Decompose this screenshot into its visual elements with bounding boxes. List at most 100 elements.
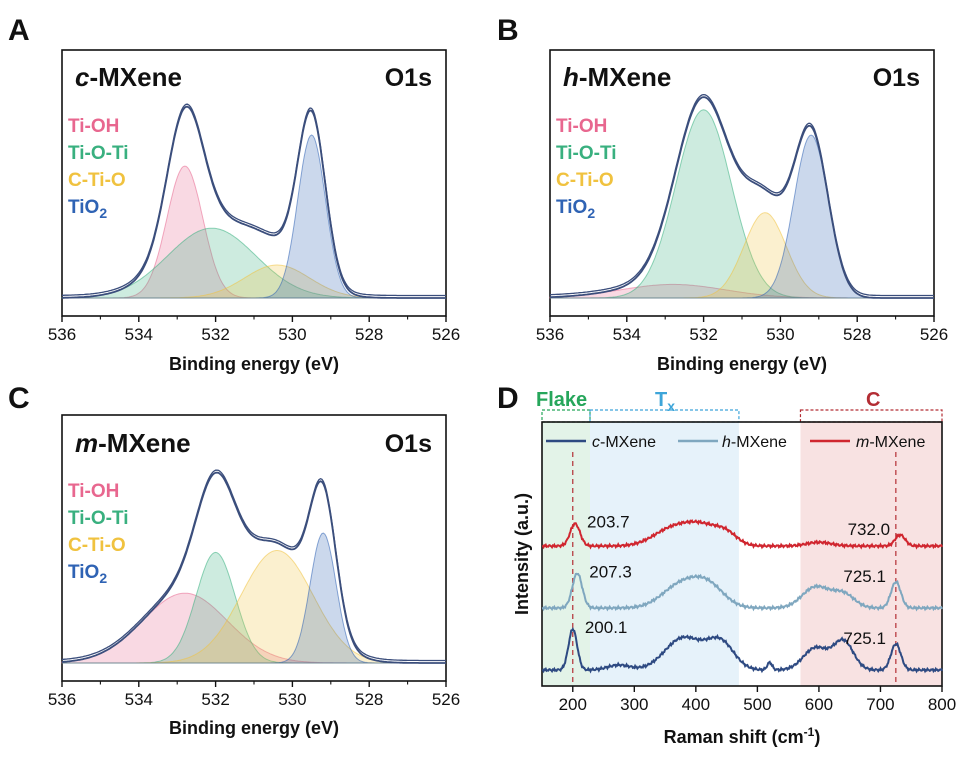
tx-sub: x xyxy=(667,398,675,414)
peak-label: 725.1 xyxy=(843,567,886,586)
legend-label: C-Ti-O xyxy=(68,170,126,191)
flake-region-label: Flake xyxy=(536,389,587,411)
x-tick-label: 700 xyxy=(866,695,894,714)
component-legend: Ti-OH Ti-O-Ti C-Ti-O TiO2 xyxy=(68,481,129,586)
peak-label: 207.3 xyxy=(589,562,632,581)
panel-c: C 536 534 532 530 528 526 m-MXene O1s Ti-OHTi… xyxy=(8,382,460,738)
xps-curves xyxy=(61,103,446,299)
sample-label: c-MXene xyxy=(75,62,182,92)
series-legend: c-MXene h-MXene m-MXene xyxy=(546,434,925,451)
envelope-fit xyxy=(549,93,934,297)
x-axis-title: Binding energy (eV) xyxy=(657,354,827,374)
panel-b: B 536 534 532 530 528 526 h-MXene O1s Ti-OHTi… xyxy=(497,14,948,374)
component-tio2 xyxy=(62,532,446,664)
legend-label: Ti-O-Ti xyxy=(556,143,617,164)
legend-suffix: -MXene xyxy=(869,434,925,451)
x-tick-label: 526 xyxy=(920,325,948,344)
x-tick-label: 526 xyxy=(432,325,460,344)
reference-lines xyxy=(572,452,897,686)
legend-label: TiO xyxy=(68,197,99,218)
x-tick-label: 300 xyxy=(620,695,648,714)
raman-regions xyxy=(541,409,943,686)
x-axis-title: Binding energy (eV) xyxy=(169,718,339,738)
legend-item-c-ti-o: C-Ti-O xyxy=(556,170,614,191)
x-tick-label: 532 xyxy=(689,325,717,344)
legend-item-ti-oh: Ti-OH xyxy=(68,481,119,502)
legend-item-ti-o-ti: Ti-O-Ti xyxy=(68,143,129,164)
x-tick-label: 200 xyxy=(559,695,587,714)
tx-region-label: Tx xyxy=(655,389,675,414)
orbital-label: O1s xyxy=(873,64,920,92)
x-tick-label: 532 xyxy=(201,690,229,709)
plot-frame xyxy=(541,421,943,687)
legend-label: Ti-OH xyxy=(68,116,119,137)
legend-prefix: h xyxy=(722,434,731,451)
x-tick-label: 530 xyxy=(766,325,794,344)
series-h-mxene xyxy=(541,572,943,612)
region-tx xyxy=(590,422,739,686)
x-axis-title: Raman shift (cm-1) xyxy=(664,725,821,747)
x-tick-label: 530 xyxy=(278,325,306,344)
region-bracket-c xyxy=(799,409,943,423)
sample-prefix: m xyxy=(75,428,98,458)
envelope-raw xyxy=(62,105,446,299)
sample-label: m-MXene xyxy=(75,428,191,458)
xps-curves xyxy=(61,469,446,664)
envelope-fit xyxy=(61,469,446,662)
legend-prefix: m xyxy=(856,434,869,451)
legend-m-mxene: m-MXene xyxy=(856,434,925,451)
x-title-sup: -1 xyxy=(804,725,815,739)
peak-labels: 203.7 732.0 207.3 725.1 200.1 725.1 xyxy=(585,513,890,648)
legend-item-tio2: TiO2 xyxy=(68,197,107,221)
sample-label: h-MXene xyxy=(563,62,671,92)
x-tick-label: 400 xyxy=(682,695,710,714)
envelope-fit xyxy=(62,103,446,297)
peak-label: 200.1 xyxy=(585,618,628,637)
legend-item-c-ti-o: C-Ti-O xyxy=(68,535,126,556)
legend-label: C-Ti-O xyxy=(556,170,614,191)
panel-letter: C xyxy=(8,382,30,415)
sample-suffix: -MXene xyxy=(98,428,190,458)
legend-label: Ti-O-Ti xyxy=(68,143,129,164)
x-tick-label: 600 xyxy=(805,695,833,714)
panel-letter: A xyxy=(8,14,30,47)
legend-item-ti-oh: Ti-OH xyxy=(556,116,607,137)
x-tick-label: 528 xyxy=(355,325,383,344)
legend-label: Ti-OH xyxy=(68,481,119,502)
legend-suffix: -MXene xyxy=(600,434,656,451)
sample-suffix: -MXene xyxy=(89,62,181,92)
envelope-raw xyxy=(61,471,446,664)
legend-subscript: 2 xyxy=(99,205,107,221)
x-ticks: 200 300 400 500 600 700 800 xyxy=(559,686,956,714)
x-tick-label: 534 xyxy=(125,325,153,344)
x-tick-label: 526 xyxy=(432,690,460,709)
panel-d: D 200 300 400 500 600 700 800 203.7 732.0 207.3 7… xyxy=(497,382,956,747)
x-title-main: Raman shift (cm xyxy=(664,727,804,747)
orbital-label: O1s xyxy=(385,64,432,92)
legend-label: Ti-O-Ti xyxy=(68,508,129,529)
x-axis-title: Binding energy (eV) xyxy=(169,354,339,374)
sample-prefix: c xyxy=(75,62,90,92)
c-region-label: C xyxy=(866,389,880,411)
legend-subscript: 2 xyxy=(587,205,595,221)
legend-label: Ti-OH xyxy=(556,116,607,137)
x-tick-label: 530 xyxy=(278,690,306,709)
raman-curves xyxy=(541,519,943,674)
x-tick-label: 500 xyxy=(743,695,771,714)
tx-main: T xyxy=(655,389,667,411)
x-tick-label: 536 xyxy=(48,325,76,344)
x-tick-label: 528 xyxy=(843,325,871,344)
panel-letter: D xyxy=(497,382,519,415)
x-ticks: 536 534 532 530 528 526 xyxy=(536,316,948,344)
panel-a: A 536 534 532 530 528 526 c-MXene O1s Ti-OHTi… xyxy=(8,14,460,374)
component-legend: Ti-OH Ti-O-Ti C-Ti-O TiO2 xyxy=(68,116,129,221)
x-tick-label: 800 xyxy=(928,695,956,714)
legend-item-ti-o-ti: Ti-O-Ti xyxy=(68,508,129,529)
series-m-mxene xyxy=(541,519,943,550)
legend-item-tio2: TiO2 xyxy=(556,197,595,221)
x-tick-label: 536 xyxy=(48,690,76,709)
x-tick-label: 534 xyxy=(613,325,641,344)
region-flake xyxy=(542,422,590,686)
legend-label: TiO xyxy=(556,197,587,218)
series-c-mxene xyxy=(541,626,943,674)
